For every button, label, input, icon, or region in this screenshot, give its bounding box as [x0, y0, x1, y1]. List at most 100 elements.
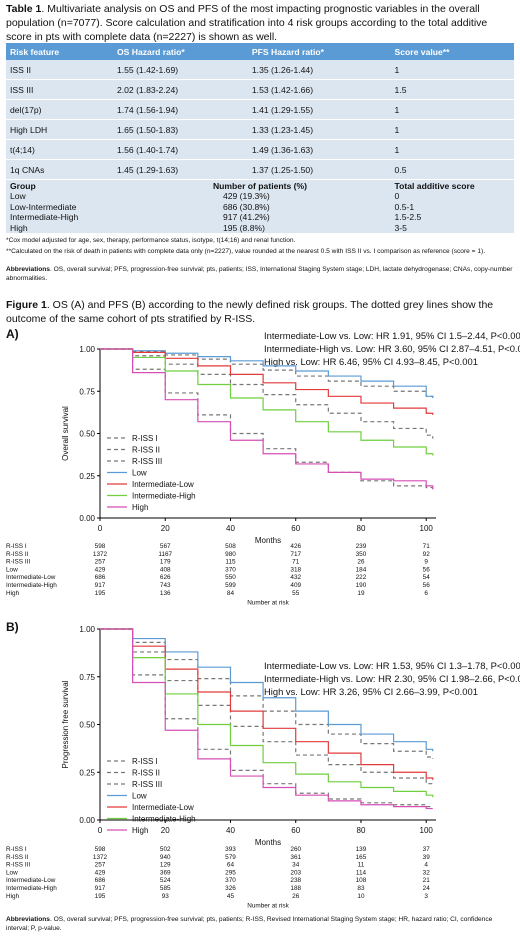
table-cell: 1.53 (1.42-1.66) — [247, 79, 391, 100]
group-cell: 0 — [390, 191, 514, 202]
table-caption-text: . Multivariate analysis on OS and PFS of… — [6, 3, 488, 43]
risk-value: 370 — [225, 566, 236, 573]
risk-value: 1167 — [158, 551, 172, 558]
group-header-cell: Group — [6, 179, 113, 191]
legend-label: R-ISS I — [132, 434, 158, 443]
risk-value: 686 — [95, 877, 106, 884]
risk-value: 743 — [160, 582, 171, 589]
risk-value: 524 — [160, 877, 171, 884]
risk-value: 32 — [423, 869, 431, 876]
chart-a: 0.00 0.25 0.50 0.75 1.00 0 20 40 60 80 100 Months Ov… — [6, 345, 436, 607]
chart-b: 0.00 0.25 0.50 0.75 1.00 0 20 40 60 80 100 Months Pr… — [6, 625, 436, 910]
legend-label: Intermediate-Low — [132, 480, 194, 489]
y-tick-label: 0.75 — [79, 387, 95, 396]
risk-row-label: R-ISS III — [6, 862, 30, 869]
y-axis-label: Overall survival — [61, 406, 70, 461]
risk-value: 83 — [357, 885, 365, 892]
series-line — [100, 348, 434, 490]
table-cell: 1.55 (1.42-1.69) — [112, 60, 248, 80]
risk-value: 408 — [160, 566, 171, 573]
table-cell: 1 — [390, 119, 514, 140]
group-cell: 3-5 — [390, 222, 514, 234]
table-cell: 1 — [390, 99, 514, 120]
risk-value: 195 — [95, 590, 106, 597]
table-cell: 1 — [390, 60, 514, 80]
risk-value: 190 — [356, 582, 367, 589]
risk-value: 350 — [356, 551, 367, 558]
risk-value: 45 — [227, 893, 235, 900]
risk-value: 184 — [356, 566, 367, 573]
hr-annotation: High vs. Low: HR 6.46, 95% CI 4.93–8.45,… — [264, 356, 478, 367]
x-tick-label: 80 — [357, 524, 366, 533]
abbrev-text: . OS, overall survival; PFS, progression… — [6, 266, 513, 282]
table-cell: 1.65 (1.50-1.83) — [112, 119, 248, 140]
x-tick-label: 60 — [291, 826, 300, 835]
risk-value: 203 — [290, 869, 301, 876]
y-tick-label: 1.00 — [79, 625, 95, 634]
header-cell: PFS Hazard ratio* — [247, 43, 391, 60]
series-line — [100, 628, 434, 798]
hr-annotation: Intermediate-High vs. Low: HR 2.30, 95% … — [264, 673, 520, 684]
x-tick-label: 60 — [291, 524, 300, 533]
y-axis-label: Progression free survival — [61, 680, 70, 768]
group-cell: High — [6, 222, 113, 234]
risk-value: 34 — [292, 862, 300, 869]
risk-value: 717 — [290, 551, 301, 558]
risk-value: 39 — [423, 854, 431, 861]
risk-value: 686 — [95, 574, 106, 581]
x-tick-label: 100 — [420, 826, 434, 835]
risk-value: 37 — [423, 846, 431, 853]
group-header-cell: Number of patients (%) — [112, 179, 391, 191]
figure-caption: Figure 1. OS (A) and PFS (B) according t… — [6, 298, 514, 326]
legend-label: R-ISS II — [132, 769, 160, 778]
table-cell: 1.35 (1.26-1.44) — [247, 60, 391, 80]
table-cell: 0.5 — [390, 159, 514, 180]
risk-value: 26 — [292, 893, 300, 900]
risk-row-label: High — [6, 893, 20, 900]
table-abbreviations: Abbreviations. OS, overall survival; PFS… — [6, 266, 514, 283]
risk-value: 626 — [160, 574, 171, 581]
risk-value: 222 — [356, 574, 367, 581]
risk-value: 980 — [225, 551, 236, 558]
risk-row-label: R-ISS III — [6, 559, 30, 566]
risk-value: 10 — [357, 893, 365, 900]
header-cell: OS Hazard ratio* — [112, 43, 248, 60]
risk-value: 92 — [423, 551, 431, 558]
risk-value: 257 — [95, 862, 106, 869]
group-cell: 195 (8.8%) — [112, 222, 391, 234]
risk-row-label: Low — [6, 566, 18, 573]
table-cell: 1.37 (1.25-1.50) — [247, 159, 391, 180]
risk-value: 369 — [160, 869, 171, 876]
risk-value: 56 — [423, 582, 431, 589]
group-row: Intermediate-High 917 (41.2%) 1.5-2.5 — [6, 212, 514, 223]
legend-label: High — [132, 826, 148, 835]
table-cell: 1.56 (1.40-1.74) — [112, 139, 248, 160]
y-tick-label: 0.50 — [79, 430, 95, 439]
legend-label: Low — [132, 792, 147, 801]
table-cell: 2.02 (1.83-2.24) — [112, 79, 248, 100]
group-cell: Intermediate-High — [6, 212, 113, 223]
header-cell: Score value** — [390, 43, 514, 60]
risk-row-label: Intermediate-Low — [6, 574, 56, 581]
table-cell: 1 — [390, 139, 514, 160]
hr-annotation: Intermediate-Low vs. Low: HR 1.91, 95% C… — [264, 330, 520, 341]
table-cell: 1q CNAs — [6, 159, 113, 180]
series-line — [100, 348, 434, 415]
risk-value: 3 — [424, 893, 428, 900]
y-tick-label: 0.75 — [79, 673, 95, 682]
risk-row-label: Intermediate-Low — [6, 877, 56, 884]
table-cell: High LDH — [6, 119, 113, 140]
risk-value: 409 — [290, 582, 301, 589]
risk-value: 179 — [160, 559, 171, 566]
y-tick-label: 0.00 — [79, 514, 95, 523]
risk-value: 598 — [95, 846, 106, 853]
table-row: ISS II 1.55 (1.42-1.69) 1.35 (1.26-1.44) 1 — [6, 60, 514, 80]
risk-value: 114 — [356, 869, 367, 876]
risk-row-label: Low — [6, 869, 18, 876]
y-tick-label: 1.00 — [79, 345, 95, 354]
x-tick-label: 20 — [161, 524, 170, 533]
series-line — [100, 628, 434, 752]
table-cell: 1.33 (1.23-1.45) — [247, 119, 391, 140]
risk-value: 917 — [95, 582, 106, 589]
table-row: High LDH 1.65 (1.50-1.83) 1.33 (1.23-1.45)… — [6, 119, 514, 140]
